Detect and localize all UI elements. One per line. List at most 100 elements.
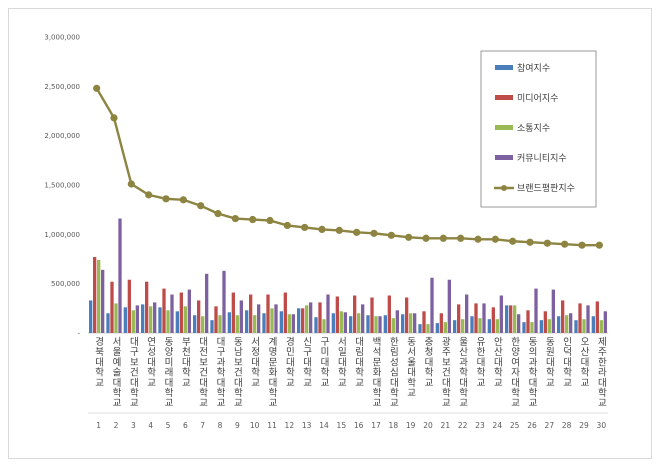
y-tick-label: - <box>77 330 80 338</box>
legend-swatch <box>495 155 513 160</box>
legend-swatch <box>495 95 513 100</box>
rank-label: 23 <box>475 421 485 430</box>
bar <box>127 279 131 333</box>
bar <box>291 314 295 333</box>
bar <box>318 302 322 333</box>
bar <box>439 313 443 333</box>
line-point <box>301 223 309 232</box>
bar <box>383 315 387 333</box>
line-point <box>197 202 205 210</box>
bar <box>314 317 318 333</box>
bar <box>141 304 145 333</box>
legend-swatch <box>495 125 513 130</box>
bar <box>370 297 374 333</box>
bar <box>89 300 93 333</box>
line-point <box>526 238 534 246</box>
bar <box>591 316 595 333</box>
bar <box>227 312 231 333</box>
bar <box>110 281 114 333</box>
bar <box>491 307 495 333</box>
bar <box>301 308 305 333</box>
rank-label: 9 <box>235 421 240 430</box>
line-point <box>266 216 274 225</box>
bar <box>162 288 166 333</box>
rank-label: 26 <box>527 421 537 430</box>
bar <box>170 294 174 333</box>
bar <box>222 270 226 333</box>
bar <box>435 323 439 333</box>
bar <box>443 322 447 333</box>
bar <box>478 318 482 333</box>
bar <box>522 322 526 333</box>
bar <box>574 320 578 333</box>
line-point <box>387 231 395 239</box>
bar <box>210 320 214 333</box>
bar <box>266 294 270 333</box>
bar <box>187 289 191 333</box>
rank-label: 11 <box>267 421 277 430</box>
bar <box>603 311 607 333</box>
bar <box>457 304 461 333</box>
bar <box>149 306 153 333</box>
legend-swatch <box>495 65 513 70</box>
bar <box>582 319 586 333</box>
bar <box>343 312 347 333</box>
bar <box>287 314 291 333</box>
rank-label: 13 <box>302 421 312 430</box>
rank-label: 2 <box>114 421 119 430</box>
bar <box>422 311 426 333</box>
rank-label: 25 <box>510 421 520 430</box>
bar <box>114 303 118 333</box>
line-point <box>249 215 257 224</box>
bar <box>557 316 561 333</box>
rank-label: 28 <box>562 421 572 430</box>
rank-label: 15 <box>337 421 347 430</box>
line-point <box>353 228 361 236</box>
y-tick-label: 3,000,000 <box>44 34 80 42</box>
bar <box>175 311 179 333</box>
bar <box>470 316 474 333</box>
rank-label: 21 <box>441 421 451 430</box>
bar <box>270 308 274 333</box>
bar <box>547 319 551 333</box>
bar <box>253 315 257 333</box>
rank-label: 1 <box>96 421 101 430</box>
bar <box>283 292 287 333</box>
legend-label: 참여지수 <box>517 62 550 74</box>
bar <box>474 303 478 333</box>
legend-label: 커뮤니티지수 <box>517 153 567 164</box>
bar <box>249 294 253 333</box>
line-point <box>335 226 343 234</box>
rank-label: 27 <box>545 421 555 430</box>
bar <box>482 303 486 333</box>
rank-label: 14 <box>319 421 329 430</box>
bar <box>366 315 370 333</box>
bar <box>218 315 222 333</box>
bar <box>378 316 382 333</box>
rank-label: 16 <box>354 421 364 430</box>
line-point <box>370 229 378 237</box>
bar <box>349 316 353 333</box>
line-point <box>491 235 499 243</box>
bar <box>131 310 135 333</box>
bar <box>353 295 357 333</box>
line-point <box>179 196 187 204</box>
rank-label: 3 <box>131 421 136 430</box>
bar <box>279 311 283 333</box>
bar <box>339 311 343 333</box>
y-tick-label: 500,000 <box>51 280 80 288</box>
bar <box>145 281 149 333</box>
